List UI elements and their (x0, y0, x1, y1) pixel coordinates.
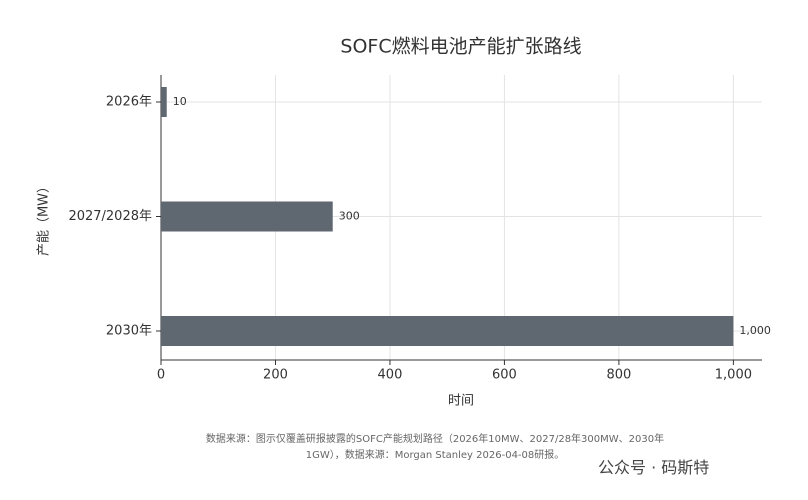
watermark: 公众号 · 码斯特 (598, 458, 710, 477)
x-tick-label: 800 (606, 368, 631, 383)
y-tick-label: 2026年 (106, 95, 152, 110)
footnote: 数据来源：图示仅覆盖研报披露的SOFC产能规划路径（2026年10MW、2027… (205, 434, 665, 461)
bar (161, 87, 167, 117)
bar (161, 316, 734, 346)
chart: SOFC燃料电池产能扩张路线 时间 产能（MW） 0 200 400 600 800 1,… (37, 36, 771, 409)
x-tick-label: 600 (492, 368, 517, 383)
value-label: 300 (339, 210, 360, 223)
x-tick-label: 200 (263, 368, 288, 383)
y-tick-label: 2030年 (106, 324, 152, 339)
value-label: 1,000 (739, 324, 771, 337)
y-axis-label: 产能（MW） (37, 180, 52, 256)
value-label: 10 (173, 95, 187, 108)
y-tick-label: 2027/2028年 (68, 209, 152, 224)
x-tick-label: 400 (378, 368, 403, 383)
bar (161, 201, 333, 232)
chart-title: SOFC燃料电池产能扩张路线 (340, 36, 581, 58)
x-tick-label: 1,000 (715, 368, 752, 383)
x-axis-label: 时间 (448, 394, 474, 409)
x-tick-label: 0 (157, 368, 165, 383)
